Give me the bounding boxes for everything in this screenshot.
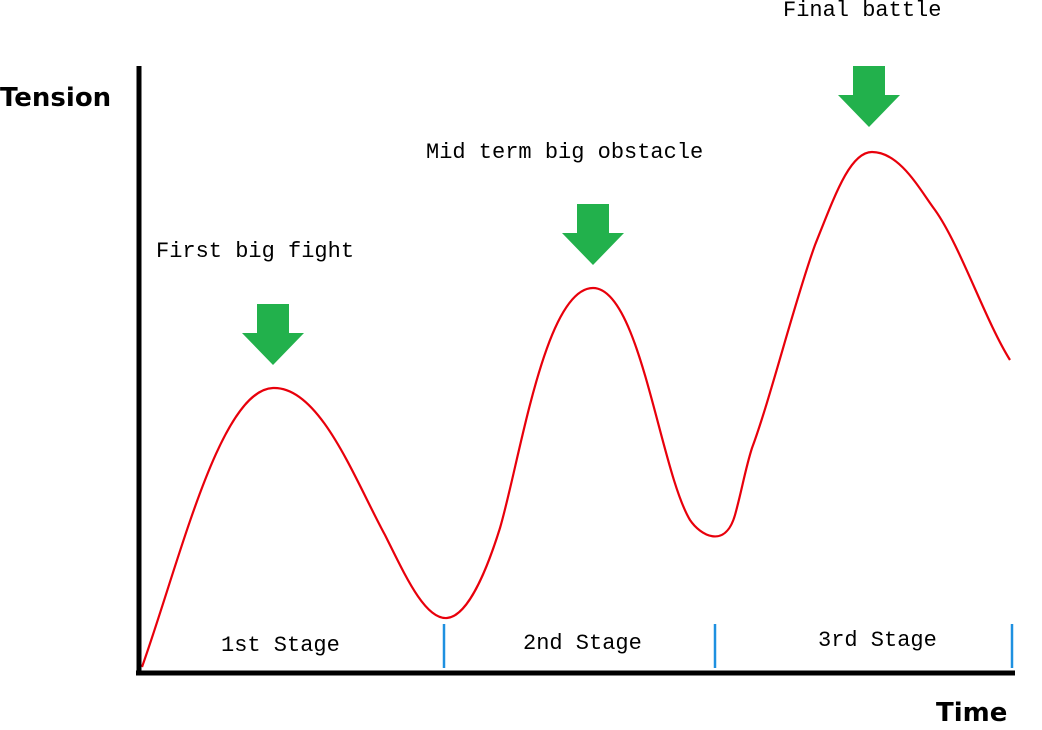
annotation-final-battle: Final battle	[783, 0, 941, 23]
stage-label-1: 1st Stage	[221, 633, 340, 658]
x-axis-label: Time	[936, 698, 1007, 728]
tension-curve	[140, 150, 1011, 668]
arrow-down-icon	[242, 304, 304, 365]
annotation-first-big-fight: First big fight	[156, 239, 354, 264]
y-axis-label: Tension	[0, 83, 111, 113]
arrow-down-icon	[562, 204, 624, 265]
stage-label-3: 3rd Stage	[818, 628, 937, 653]
stage-label-2: 2nd Stage	[523, 631, 642, 656]
arrow-down-icon	[838, 66, 900, 127]
annotation-mid-term-big-obstacle: Mid term big obstacle	[426, 140, 703, 165]
